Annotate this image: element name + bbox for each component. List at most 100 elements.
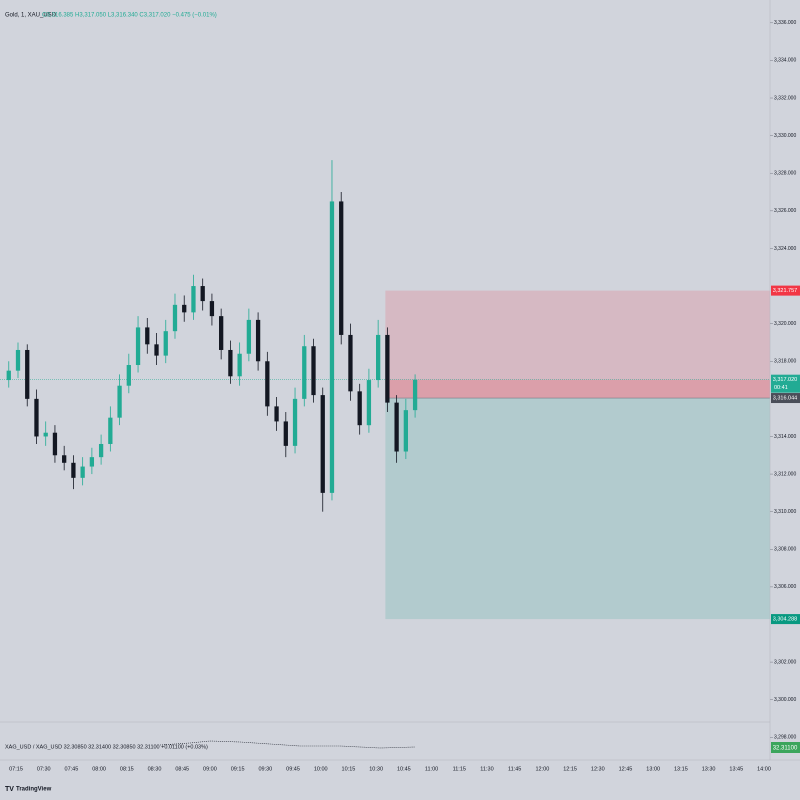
indicator-last-tag [771, 742, 800, 753]
brand: TradingView [16, 787, 52, 793]
x-tick-label: 13:45 [729, 766, 743, 772]
candle-body [320, 395, 325, 493]
target-zone [385, 398, 770, 620]
y-tick-label: 3,300.000 [774, 697, 796, 703]
candle-body [246, 319, 252, 354]
candle-body [274, 406, 279, 422]
ohlc-legend: O3,316.385 H3,317.050 L3,316.340 C3,317.… [42, 13, 217, 19]
x-tick-label: 09:00 [203, 766, 217, 772]
candle-body [135, 327, 141, 366]
candle-body [228, 349, 233, 377]
x-tick-label: 07:45 [65, 766, 79, 772]
candle-body [302, 346, 307, 399]
candle-body [265, 361, 270, 407]
candle-body [403, 410, 408, 452]
current-label: 3,317.020 [773, 377, 797, 383]
x-tick-label: 12:15 [563, 766, 577, 772]
indicator-legend: XAG_USD / XAG_USD 32.30850 32.31400 32.3… [5, 744, 208, 750]
candle-body [98, 443, 104, 458]
y-tick-label: 3,330.000 [774, 133, 796, 139]
x-tick-label: 07:30 [37, 766, 51, 772]
candle-body [126, 365, 131, 386]
x-tick-label: 08:45 [175, 766, 189, 772]
indicator-last: 32.31100 [773, 746, 798, 752]
candle-body [357, 391, 362, 426]
candle-body [80, 466, 85, 478]
x-tick-label: 09:15 [231, 766, 245, 772]
candle-body [412, 379, 418, 411]
x-tick-label: 10:15 [342, 766, 356, 772]
y-tick-label: 3,324.000 [774, 246, 796, 252]
candle-body [200, 286, 205, 302]
y-tick-label: 3,310.000 [774, 509, 796, 515]
x-tick-label: 10:00 [314, 766, 328, 772]
current-tag [771, 374, 800, 393]
candle-body [209, 301, 215, 317]
x-tick-label: 11:45 [508, 766, 521, 772]
candle-body [154, 344, 159, 356]
x-tick-label: 14:00 [757, 766, 771, 772]
candle-body [52, 432, 58, 456]
candle-body [385, 334, 390, 403]
y-tick-label: 3,336.000 [774, 20, 796, 26]
y-tick-label: 3,306.000 [774, 584, 796, 590]
y-tick-label: 3,334.000 [774, 58, 796, 64]
x-tick-label: 09:30 [258, 766, 272, 772]
x-tick-label: 13:30 [702, 766, 716, 772]
candle-body [219, 316, 224, 350]
stop-label: 3,321.757 [773, 288, 797, 294]
x-tick-label: 13:00 [646, 766, 660, 772]
x-tick-label: 10:30 [369, 766, 383, 772]
y-tick-label: 3,318.000 [774, 359, 796, 365]
y-tick-label: 3,298.000 [774, 735, 796, 741]
candle-body [62, 455, 67, 463]
x-tick-label: 11:30 [480, 766, 493, 772]
x-tick-label: 07:15 [9, 766, 23, 772]
candle-body [255, 319, 261, 362]
candle-body [71, 462, 76, 478]
y-tick-label: 3,320.000 [774, 321, 796, 327]
x-tick-label: 10:45 [397, 766, 411, 772]
x-tick-label: 09:45 [286, 766, 300, 772]
entry-label: 3,316.044 [773, 395, 797, 401]
y-tick-label: 3,328.000 [774, 171, 796, 177]
candle-body [34, 398, 39, 437]
stop-zone [385, 290, 770, 399]
y-tick-label: 3,302.000 [774, 659, 796, 665]
candle-body [163, 331, 168, 356]
y-tick-label: 3,308.000 [774, 547, 796, 553]
candle-body [283, 421, 288, 446]
candle-body [172, 304, 178, 332]
target-label: 3,304.288 [773, 617, 797, 623]
candle-body [394, 402, 399, 452]
y-tick-label: 3,314.000 [774, 434, 796, 440]
candle-body [89, 457, 95, 467]
candle-body [366, 380, 372, 426]
candle-body [237, 353, 242, 377]
x-tick-label: 13:15 [674, 766, 688, 772]
x-tick-label: 11:15 [453, 766, 466, 772]
candle-body [348, 334, 353, 392]
candle-body [191, 286, 196, 313]
candle-body [182, 304, 187, 313]
x-tick-label: 08:30 [148, 766, 162, 772]
x-tick-label: 12:30 [591, 766, 605, 772]
indicator-line [159, 740, 416, 749]
candle-body [6, 370, 11, 381]
current-countdown: 00:41 [774, 385, 788, 391]
entry-tag [771, 393, 800, 404]
stop-tag [771, 285, 800, 296]
candle-body [292, 398, 298, 446]
candle-body [376, 334, 381, 381]
x-tick-label: 12:00 [535, 766, 549, 772]
open-pnl-zone [385, 379, 770, 399]
y-tick-label: 3,326.000 [774, 208, 796, 214]
candle-body [25, 349, 30, 399]
candle-body [15, 349, 21, 371]
candle-body [117, 385, 122, 418]
brand-logo: TV [5, 786, 14, 793]
candle-body [43, 432, 48, 437]
symbol: Gold, 1, XAU_USD [5, 13, 57, 19]
